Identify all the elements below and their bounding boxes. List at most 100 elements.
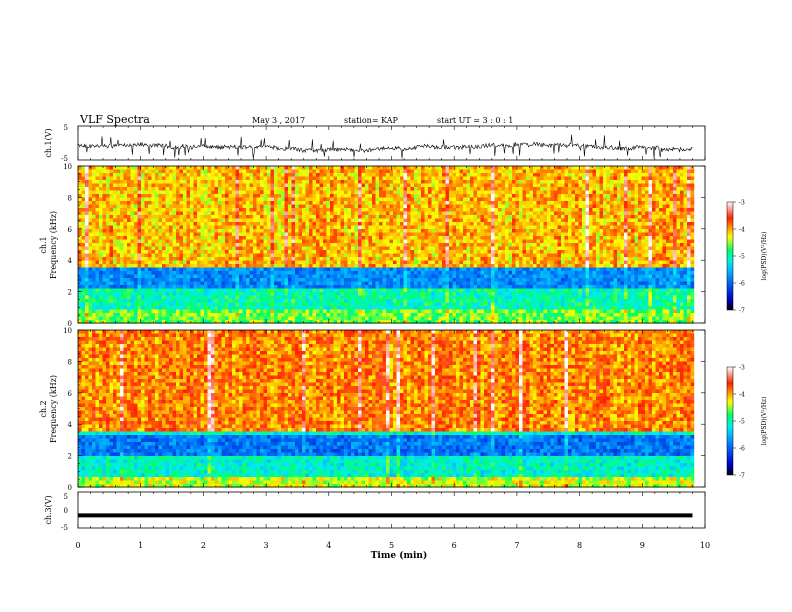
spectrogram-cell (225, 190, 229, 195)
spectrogram-cell (526, 173, 530, 177)
spectrogram-cell (666, 201, 670, 205)
spectrogram-cell (536, 215, 541, 219)
spectrogram-cell (477, 194, 481, 198)
spectrogram-cell (270, 180, 275, 184)
spectrogram-cell (627, 246, 632, 251)
spectrogram-cell (158, 187, 163, 191)
spectrogram-cell (109, 225, 114, 230)
spectrogram-cell (526, 211, 530, 216)
spectrogram-cell (116, 239, 121, 244)
spectrogram-cell (354, 232, 359, 237)
spectrogram-cell (445, 218, 450, 223)
spectrogram-cell (568, 215, 572, 219)
spectrogram-cell (358, 243, 362, 247)
spectrogram-cell (165, 201, 170, 205)
spectrogram-cell (379, 257, 383, 261)
spectrogram-cell (400, 229, 404, 233)
spectrogram-cell (137, 194, 142, 198)
spectrogram-cell (561, 236, 565, 240)
spectrogram-cell (249, 232, 254, 237)
spectrogram-cell (221, 236, 226, 240)
spectrogram-cell (505, 215, 509, 219)
spectrogram-cell (291, 215, 296, 219)
spectrogram-cell (456, 239, 460, 244)
spectrogram-cell (344, 169, 348, 174)
spectrogram-cell (659, 225, 663, 230)
spectrogram-cell (298, 166, 303, 170)
spectrogram-cell (319, 194, 324, 198)
spectrogram-cell (386, 183, 390, 188)
spectrogram-cell (134, 222, 138, 226)
spectrogram-cell (316, 190, 320, 195)
spectrogram-cell (610, 253, 614, 258)
spectrogram-cell (305, 232, 310, 237)
spectrogram-cell (78, 260, 82, 265)
spectrogram-cell (403, 218, 408, 223)
spectrogram-cell (680, 250, 684, 254)
spectrogram-cell (78, 250, 82, 254)
spectrogram-cell (494, 232, 499, 237)
spectrogram-cell (95, 187, 100, 191)
spectrogram-cell (617, 204, 621, 209)
spectrogram-cell (267, 257, 271, 261)
spectrogram-cell (435, 204, 439, 209)
spectrogram-cell (288, 197, 292, 202)
spectrogram-cell (571, 232, 576, 237)
spectrogram-cell (256, 250, 261, 254)
spectrogram-cell (78, 243, 82, 247)
spectrogram-cell (491, 246, 495, 251)
spectrogram-cell (428, 197, 432, 202)
spectrogram-cell (554, 169, 558, 174)
spectrogram-cell (634, 236, 639, 240)
spectrogram-cell (512, 190, 516, 195)
spectrogram-cell (638, 201, 642, 205)
spectrogram-cell (480, 204, 485, 209)
spectrogram-cell (673, 166, 677, 170)
spectrogram-cell (680, 187, 684, 191)
spectrogram-cell (288, 260, 292, 265)
spectrogram-cell (123, 197, 128, 202)
spectrogram-cell (624, 257, 628, 261)
spectrogram-cell (186, 232, 191, 237)
spectrogram-cell (676, 169, 681, 174)
spectrogram-cell (221, 250, 226, 254)
spectrogram-cell (337, 169, 341, 174)
spectrogram-cell (302, 194, 306, 198)
spectrogram-cell (620, 218, 625, 223)
spectrogram-cell (92, 180, 96, 184)
spectrogram-cell (85, 229, 89, 233)
spectrogram-cell (302, 236, 306, 240)
spectrogram-cell (487, 229, 492, 233)
spectrogram-cell (284, 253, 289, 258)
spectrogram-cell (295, 166, 299, 170)
spectrogram-cell (85, 257, 89, 261)
spectrogram-cell (407, 260, 411, 265)
spectrogram-cell (634, 190, 639, 195)
spectrogram-cell (183, 187, 187, 191)
spectrogram-cell (638, 250, 642, 254)
spectrogram-cell (232, 211, 236, 216)
spectrogram-cell (92, 166, 96, 170)
spectrogram-cell (386, 218, 390, 223)
spectrogram-cell (582, 169, 586, 174)
spectrogram-cell (487, 232, 492, 237)
spectrogram-cell (239, 218, 243, 223)
spectrogram-cell (228, 166, 233, 170)
spectrogram-cell (281, 229, 285, 233)
spectrogram-cell (491, 225, 495, 230)
spectrogram-cell (235, 232, 240, 237)
spectrogram-cell (102, 257, 107, 261)
spectrogram-cell (561, 166, 565, 170)
spectrogram-cell (351, 243, 355, 247)
spectrogram-cell (466, 197, 471, 202)
spectrogram-cell (393, 183, 397, 188)
spectrogram-cell (396, 243, 401, 247)
spectrogram-cell (550, 176, 555, 181)
spectrogram-cell (442, 211, 446, 216)
spectrogram-cell (680, 236, 684, 240)
spectrogram-cell (652, 243, 656, 247)
spectrogram-cell (141, 222, 145, 226)
spectrogram-cell (211, 260, 215, 265)
spectrogram-cell (120, 222, 124, 226)
spectrogram-cell (442, 180, 446, 184)
